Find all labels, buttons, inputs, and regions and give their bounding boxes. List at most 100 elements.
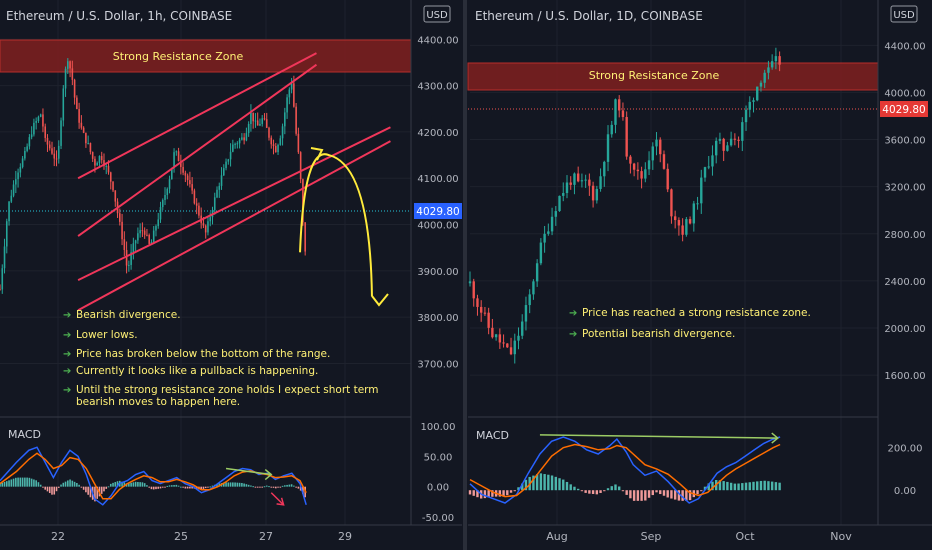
macd-histogram-bar (483, 490, 487, 499)
y-tick-label: 3900.00 (417, 267, 458, 278)
macd-histogram-bar (521, 483, 524, 491)
candle-body (1, 268, 4, 290)
macd-histogram-bar (28, 477, 31, 487)
candle-body (26, 146, 28, 151)
candle-body (216, 189, 218, 198)
candle-body (33, 122, 35, 135)
candle-body (67, 61, 69, 69)
channel-line[interactable] (77, 140, 391, 312)
macd-histogram-bar (245, 484, 248, 487)
macd-histogram-bar (184, 486, 187, 489)
right-chart-title: Ethereum / U.S. Dollar, 1D, COINBASE (475, 9, 703, 23)
candle-body (100, 156, 103, 161)
macd-histogram-bar (476, 490, 479, 498)
candle-body (468, 281, 472, 284)
right-price-axis[interactable]: 4400.00 4000.00 3600.00 3200.00 2800.00 2400.… (884, 41, 925, 497)
candle-body (157, 219, 160, 227)
macd-histogram-bar (726, 481, 729, 491)
macd-histogram-bar (57, 486, 60, 488)
candle-body (494, 334, 498, 338)
macd-histogram-bar (89, 486, 92, 498)
channel-line[interactable] (77, 52, 317, 180)
right-time-axis[interactable]: Aug Sep Oct Nov (546, 530, 852, 543)
macd-bearish-arrow[interactable] (270, 492, 285, 506)
macd-histogram-bar (700, 490, 703, 492)
macd-histogram-bar (96, 486, 99, 499)
macd-histogram-bar (166, 485, 169, 487)
candle-body (12, 184, 15, 196)
x-tick-label: 27 (259, 530, 273, 543)
left-time-axis[interactable]: 22 25 27 29 (51, 530, 352, 543)
channel-line[interactable] (77, 63, 318, 237)
left-currency-badge-box[interactable] (423, 5, 451, 23)
left-macd-label: MACD (8, 428, 41, 441)
macd-histogram-bar (236, 482, 239, 487)
channel-line[interactable] (77, 126, 391, 282)
macd-histogram-bar (175, 484, 178, 487)
macd-histogram-bar (37, 482, 40, 487)
candle-body (125, 250, 128, 266)
candle-body (651, 146, 654, 161)
candle-body (550, 216, 554, 232)
candle-body (756, 86, 759, 101)
macd-histogram-bar (535, 474, 539, 491)
candle-body (184, 172, 187, 176)
macd-histogram-bar (263, 486, 266, 488)
panel-divider[interactable] (463, 0, 467, 550)
candle-body (565, 182, 569, 194)
macd-divergence-line[interactable] (225, 467, 272, 476)
macd-histogram-bar (506, 490, 509, 496)
macd-divergence-line[interactable] (539, 434, 778, 439)
candle-body (700, 177, 703, 204)
candle-body (711, 155, 714, 167)
right-currency-badge-box[interactable] (890, 5, 918, 23)
candle-body (662, 154, 666, 169)
candle-body (234, 143, 236, 145)
candle-body (284, 112, 286, 127)
macd-histogram-bar (614, 484, 617, 491)
macd-histogram-bar (281, 485, 284, 487)
candle-body (198, 205, 200, 216)
left-channel-lines[interactable] (77, 52, 391, 312)
macd-histogram-bar (491, 490, 494, 497)
candle-body (204, 225, 207, 233)
candle-body (304, 222, 306, 252)
macd-histogram-bar (696, 490, 699, 495)
candle-body (30, 134, 33, 138)
candle-body (123, 239, 126, 251)
macd-histogram-bar (55, 486, 58, 492)
right-currency-badge: USD (893, 10, 915, 21)
macd-histogram-bar (229, 482, 232, 487)
macd-histogram-bar (112, 482, 114, 487)
macd-histogram-bar (513, 490, 516, 492)
macd-histogram-bar (254, 486, 257, 488)
candle-body (247, 123, 250, 134)
macd-histogram-bar (67, 480, 69, 487)
macd-histogram-bar (543, 474, 546, 491)
macd-histogram-bar (24, 477, 26, 487)
candle-body (281, 126, 284, 139)
candle-body (21, 158, 24, 167)
macd-line (0, 446, 307, 506)
macd-histogram-bar (152, 486, 155, 490)
candle-body (265, 119, 268, 128)
macd-histogram-bar (159, 486, 162, 489)
candle-body (502, 342, 505, 344)
left-projection-arrow[interactable] (299, 153, 373, 297)
macd-histogram-bar (655, 490, 658, 493)
left-price-axis[interactable]: 4400.00 4300.00 4200.00 4100.00 4000.00 3900.… (417, 35, 458, 524)
candle-body (89, 142, 92, 153)
candle-body (268, 127, 270, 138)
macd-histogram-bar (73, 481, 76, 487)
right-macd (468, 432, 781, 504)
candle-body (576, 173, 580, 182)
macd-histogram-bar (468, 490, 472, 495)
macd-histogram-bar (8, 480, 10, 487)
macd-histogram-bar (30, 478, 33, 487)
macd-histogram-bar (666, 490, 669, 498)
macd-histogram-bar (569, 484, 572, 491)
candle-body (647, 160, 651, 170)
macd-histogram-bar (659, 490, 662, 495)
macd-histogram-bar (225, 482, 227, 487)
